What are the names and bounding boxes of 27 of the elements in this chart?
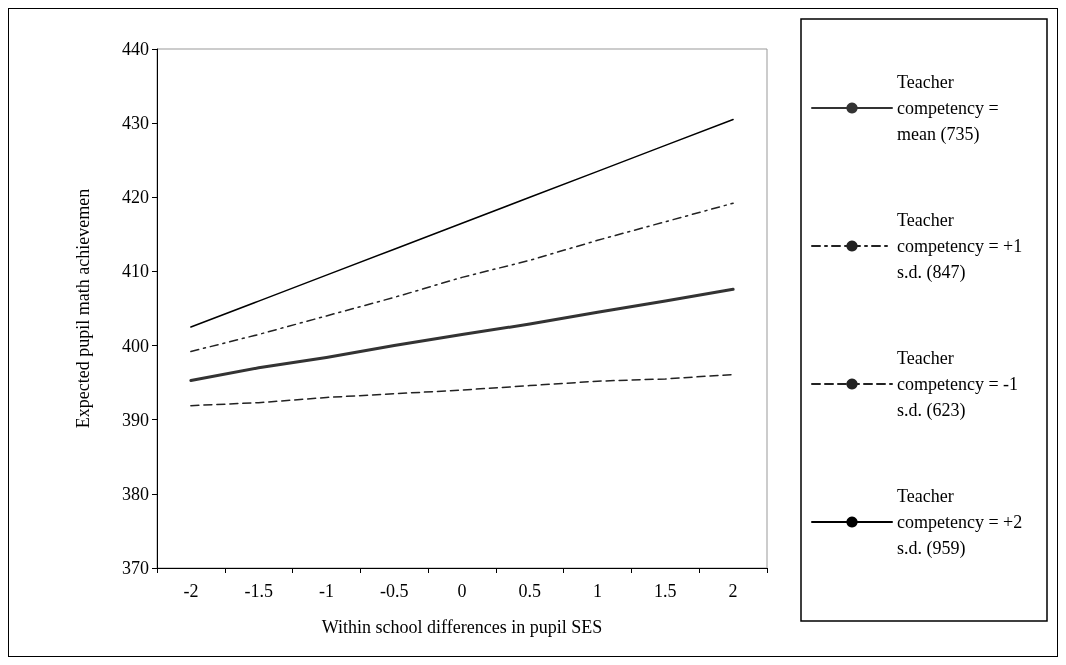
y-tick-label: 370 — [122, 558, 149, 578]
x-tick-label: 1 — [593, 581, 603, 601]
legend-label: Teacher competency = -1 s.d. (623) — [897, 348, 1023, 421]
x-axis-title: Within school differences in pupil SES — [321, 617, 603, 637]
legend-label: Teacher competency = +2 s.d. (959) — [897, 486, 1027, 559]
y-tick-label: 440 — [122, 39, 149, 59]
y-tick-label: 380 — [122, 483, 149, 504]
y-tick-label: 400 — [122, 335, 149, 356]
y-tick-label: 390 — [122, 409, 149, 430]
x-tick-label: -1 — [318, 581, 334, 601]
x-tick-label: 2 — [728, 581, 738, 601]
y-axis-title: Expected pupil math achievemen — [73, 188, 93, 429]
x-tick-label: -0.5 — [379, 581, 409, 601]
legend-label: Teacher competency = mean (735) — [897, 72, 1004, 145]
x-tick-label: 0 — [457, 581, 467, 601]
x-tick-label: 1.5 — [654, 581, 677, 601]
x-tick-label: -1.5 — [244, 581, 273, 601]
line-series — [189, 287, 735, 382]
line-series — [190, 373, 734, 407]
y-tick-label: 420 — [122, 187, 149, 208]
legend-label: Teacher competency = +1 s.d. (847) — [897, 210, 1027, 283]
x-tick-label: -2 — [183, 581, 199, 601]
y-tick-label: 430 — [122, 113, 149, 134]
x-tick-label: 0.5 — [518, 581, 542, 601]
line-series — [190, 118, 734, 328]
line-series — [190, 202, 734, 353]
y-tick-label: 410 — [122, 261, 149, 282]
